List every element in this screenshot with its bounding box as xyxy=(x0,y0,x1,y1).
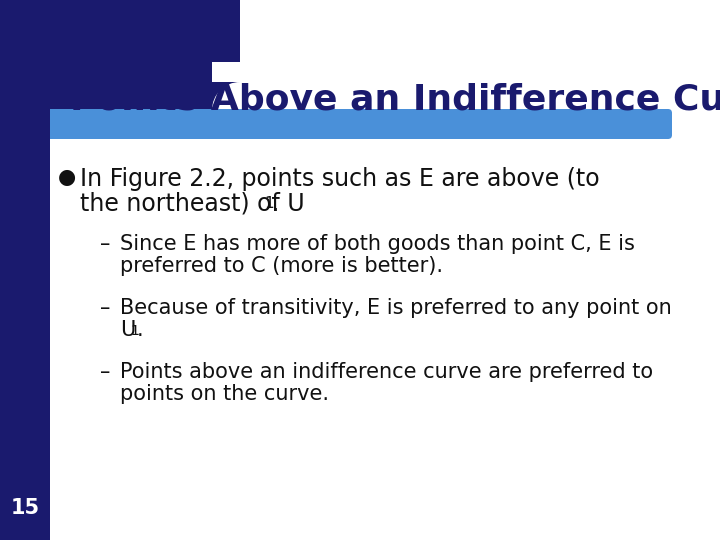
Text: Points Above an Indifference Curve: Points Above an Indifference Curve xyxy=(70,83,720,117)
FancyBboxPatch shape xyxy=(46,109,672,139)
Text: .: . xyxy=(271,192,279,216)
Text: 1: 1 xyxy=(264,196,274,211)
Text: Since E has more of both goods than point C, E is: Since E has more of both goods than poin… xyxy=(120,234,635,254)
Text: 15: 15 xyxy=(10,498,40,518)
Text: Because of transitivity, E is preferred to any point on: Because of transitivity, E is preferred … xyxy=(120,298,672,318)
Text: ●: ● xyxy=(58,167,76,187)
Text: Points above an indifference curve are preferred to: Points above an indifference curve are p… xyxy=(120,362,653,382)
Text: points on the curve.: points on the curve. xyxy=(120,384,329,404)
Text: U: U xyxy=(120,320,135,340)
Text: .: . xyxy=(137,320,143,340)
Bar xyxy=(240,80,290,110)
Circle shape xyxy=(212,82,268,138)
Text: 1: 1 xyxy=(130,324,139,338)
Text: the northeast) of U: the northeast) of U xyxy=(80,192,305,216)
Bar xyxy=(0,0,50,540)
Bar xyxy=(0,0,50,540)
Bar xyxy=(212,62,292,82)
Text: In Figure 2.2, points such as E are above (to: In Figure 2.2, points such as E are abov… xyxy=(80,167,600,191)
Text: –: – xyxy=(100,362,110,382)
Text: preferred to C (more is better).: preferred to C (more is better). xyxy=(120,256,443,276)
Text: –: – xyxy=(100,234,110,254)
Text: –: – xyxy=(100,298,110,318)
Bar xyxy=(0,0,240,110)
